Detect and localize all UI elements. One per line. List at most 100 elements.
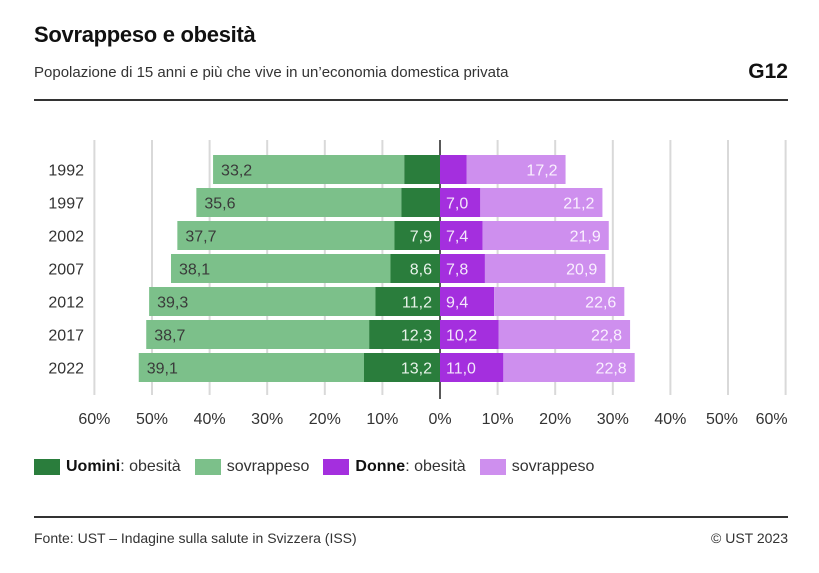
legend-women-overweight-label: sovrappeso: [511, 458, 595, 475]
source-note: Fonte: UST – Indagine sulla salute in Sv…: [34, 530, 357, 546]
label-men-obesity: 11,2: [402, 295, 432, 312]
footer-divider: [34, 516, 788, 518]
bar-women-obesity: [440, 221, 483, 250]
bar-women-obesity: [440, 155, 467, 184]
bar-men-overweight: [149, 287, 376, 316]
label-women-overweight: 22,6: [585, 295, 616, 312]
label-men-obesity: 13,2: [401, 361, 432, 378]
label-women-obesity: 10,2: [446, 328, 477, 345]
category-label: 2012: [48, 295, 84, 312]
x-tick-label: 50%: [136, 411, 168, 428]
bar-women-overweight: [466, 155, 566, 184]
category-label: 2017: [48, 328, 84, 345]
bar-men-obesity: [401, 188, 440, 217]
x-tick-label: 40%: [654, 411, 686, 428]
label-men-overweight: 39,3: [157, 295, 188, 312]
legend-men-label: Uomini: [66, 458, 121, 475]
x-tick-label: 0%: [428, 411, 451, 428]
chart-code: G12: [748, 60, 788, 83]
legend-women-label: Donne: [355, 458, 406, 475]
x-tick-label: 30%: [597, 411, 629, 428]
x-tick-label: 30%: [251, 411, 283, 428]
bar-women-obesity: [440, 320, 499, 349]
bar-men-overweight: [138, 353, 364, 382]
category-label: 1992: [48, 163, 84, 180]
bars: [138, 155, 635, 382]
label-women-overweight: 21,2: [563, 196, 594, 213]
label-men-overweight: 35,6: [204, 196, 235, 213]
label-men-overweight: 38,1: [179, 262, 210, 279]
bar-men-obesity: [390, 254, 440, 283]
label-men-obesity: 8,6: [410, 262, 432, 279]
bar-women-overweight: [482, 221, 609, 250]
label-women-overweight: 17,2: [526, 163, 557, 180]
x-tick-label: 20%: [309, 411, 341, 428]
category-label: 2022: [48, 361, 84, 378]
bar-women-overweight: [494, 287, 625, 316]
category-label: 1997: [48, 196, 84, 213]
x-tick-label: 60%: [78, 411, 110, 428]
bar-men-obesity: [363, 353, 440, 382]
label-women-overweight: 22,8: [591, 328, 622, 345]
label-men-overweight: 39,1: [147, 361, 178, 378]
bar-men-obesity: [369, 320, 440, 349]
label-women-overweight: 21,9: [570, 229, 601, 246]
legend-swatch-men-overweight: [194, 459, 221, 475]
label-women-obesity: 7,0: [446, 196, 468, 213]
x-tick-label: 60%: [756, 411, 788, 428]
category-label: 2002: [48, 229, 84, 246]
legend-swatch-women-overweight: [479, 459, 506, 475]
chart-subtitle: Popolazione di 15 anni e più che vive in…: [34, 64, 509, 81]
legend-swatch-men-obesity: [34, 459, 60, 475]
legend-men-obesity-label: : obesità: [120, 458, 181, 475]
bar-women-overweight: [498, 320, 631, 349]
bar-women-obesity: [440, 188, 481, 217]
chart-plot: 33,2 17,2 35,6 7,0 21,2 37,7 7,9 7,4 21,9 38,1 8,6…: [48, 140, 788, 428]
legend-men-overweight-label: sovrappeso: [226, 458, 310, 475]
label-men-overweight: 33,2: [221, 163, 252, 180]
bar-men-obesity: [404, 155, 440, 184]
label-women-obesity: 11,0: [446, 361, 476, 378]
chart-title: Sovrappeso e obesità: [34, 22, 256, 47]
legend-women-obesity-label: : obesità: [405, 458, 466, 475]
label-women-overweight: 22,8: [596, 361, 627, 378]
bar-women-overweight: [480, 188, 603, 217]
x-tick-label: 40%: [194, 411, 226, 428]
bar-men-overweight: [196, 188, 402, 217]
label-women-overweight: 20,9: [566, 262, 597, 279]
label-women-obesity: 7,8: [446, 262, 468, 279]
legend: Uomini: obesità sovrappeso Donne: obesit…: [34, 458, 608, 476]
legend-swatch-women-obesity: [323, 459, 350, 475]
legend-women-overweight: sovrappeso: [479, 458, 595, 476]
x-tick-labels: 60% 50% 40% 30% 20% 10% 0% 10% 20% 30% 40% 50% 60%: [78, 411, 787, 428]
label-women-obesity: 9,4: [446, 295, 468, 312]
bar-women-obesity: [440, 287, 495, 316]
bar-men-obesity: [375, 287, 440, 316]
bar-women-obesity: [440, 254, 485, 283]
label-men-overweight: 37,7: [185, 229, 216, 246]
bar-men-overweight: [146, 320, 370, 349]
bar-men-overweight: [213, 155, 405, 184]
label-men-overweight: 38,7: [154, 328, 185, 345]
category-labels: 1992 1997 2002 2007 2012 2017 2022: [48, 163, 84, 378]
legend-men-obesity: Uomini: obesità: [34, 458, 181, 476]
bar-men-obesity: [394, 221, 440, 250]
x-tick-label: 10%: [366, 411, 398, 428]
bar-men-overweight: [177, 221, 395, 250]
data-labels: 33,2 17,2 35,6 7,0 21,2 37,7 7,9 7,4 21,9 38,1 8,6…: [147, 163, 627, 378]
legend-men-overweight: sovrappeso: [194, 458, 310, 476]
x-tick-label: 50%: [706, 411, 738, 428]
label-men-obesity: 12,3: [401, 328, 432, 345]
bar-women-overweight: [503, 353, 635, 382]
bar-women-obesity: [440, 353, 504, 382]
legend-women-obesity: Donne: obesità: [323, 458, 466, 476]
x-tick-label: 20%: [539, 411, 571, 428]
bar-men-overweight: [171, 254, 391, 283]
category-label: 2007: [48, 262, 84, 279]
bar-women-overweight: [484, 254, 606, 283]
x-tick-label: 10%: [482, 411, 514, 428]
header-divider: [34, 99, 788, 101]
copyright: © UST 2023: [711, 530, 788, 546]
label-women-obesity: 7,4: [446, 229, 468, 246]
label-men-obesity: 7,9: [410, 229, 432, 246]
